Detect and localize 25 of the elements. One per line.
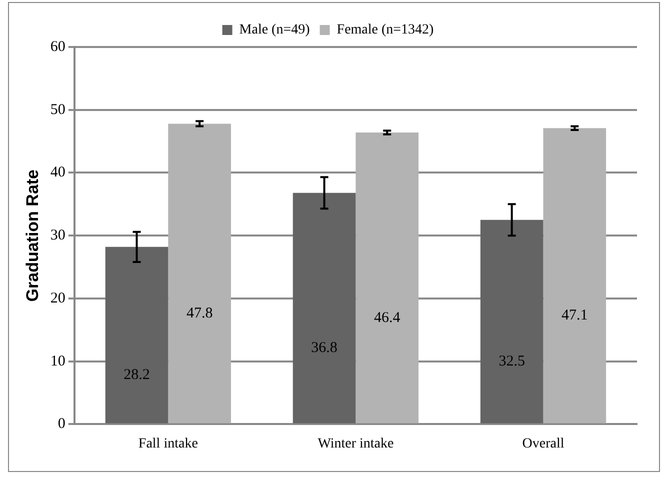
data-label: 36.8: [311, 340, 338, 356]
y-tick-label: 30: [50, 228, 66, 244]
bar: [292, 192, 356, 424]
y-tick-label: 40: [50, 164, 66, 181]
y-tick-label: 0: [58, 416, 66, 432]
bar: [105, 246, 168, 424]
legend-label: Male (n=49): [239, 22, 310, 38]
data-label: 32.5: [498, 353, 525, 370]
data-label: 28.2: [124, 366, 150, 383]
bar: [543, 128, 606, 424]
bar: [356, 132, 419, 424]
bar: [168, 124, 231, 424]
data-label: 46.4: [374, 310, 401, 326]
data-label: 47.1: [562, 308, 588, 324]
x-tick-label: Winter intake: [318, 436, 394, 452]
x-tick-label: Overall: [522, 436, 564, 452]
data-label: 47.8: [186, 305, 213, 322]
y-axis-title: Graduation Rate: [22, 169, 42, 302]
y-tick-label: 20: [50, 290, 66, 306]
bar: [480, 220, 544, 424]
y-tick-label: 60: [50, 38, 66, 55]
x-tick-label: Fall intake: [138, 436, 198, 452]
legend-label: Female (n=1342): [336, 22, 434, 38]
y-tick-label: 50: [50, 102, 66, 118]
y-tick-label: 10: [50, 353, 66, 370]
